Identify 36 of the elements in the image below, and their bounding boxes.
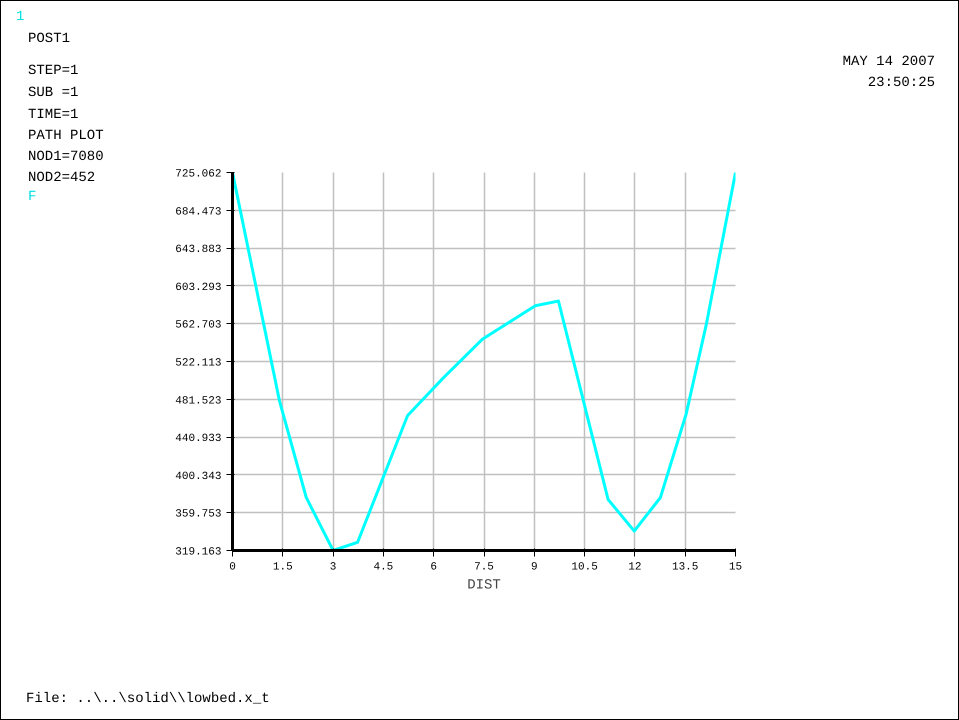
text: STEP=1 <box>28 63 78 79</box>
x-tick-label: 3 <box>330 562 336 574</box>
text: 23:50:25 <box>868 75 935 91</box>
text: PATH PLOT <box>28 128 104 144</box>
x-tick-label: 1.5 <box>272 562 293 574</box>
y-tick-label: 400.343 <box>175 470 222 483</box>
x-tick-label: 10.5 <box>571 562 598 574</box>
x-tick-label: 7.5 <box>474 562 494 574</box>
x-tick-label: 9 <box>531 562 538 574</box>
x-tick-label: 6 <box>430 562 438 574</box>
y-tick-label: 359.753 <box>175 508 222 521</box>
x-tick-label: 13.5 <box>672 562 698 574</box>
y-tick-label: 562.703 <box>175 320 222 332</box>
text: NOD1=7080 <box>28 149 104 165</box>
x-tick-label: 15 <box>728 562 742 574</box>
y-tick-label: 643.883 <box>175 244 222 256</box>
y-tick-label: 684.473 <box>175 206 222 218</box>
y-tick-label: 725.062 <box>175 168 222 180</box>
text: SUB =1 <box>28 85 78 101</box>
y-tick-label: 603.293 <box>175 282 222 294</box>
x-tick-label: 0 <box>229 562 236 574</box>
text: TIME=1 <box>28 107 78 123</box>
line-series <box>232 172 736 550</box>
text: POST1 <box>28 31 70 47</box>
y-tick-label: 522.113 <box>175 358 222 370</box>
x-tick-label: 4.5 <box>374 562 394 574</box>
text: MAY 14 2007 <box>842 54 935 70</box>
text: F <box>28 189 36 205</box>
text: File: ..\..\solid\\lowbed.x_t <box>26 691 270 707</box>
y-tick-label: 481.523 <box>175 395 222 408</box>
y-tick-label: 319.163 <box>175 546 222 558</box>
text: NOD2=452 <box>28 170 96 186</box>
text: 1 <box>16 9 24 25</box>
y-tick-label: 440.933 <box>175 433 222 446</box>
x-tick-label: 12 <box>628 562 642 574</box>
x-axis-title: DIST <box>467 578 501 594</box>
